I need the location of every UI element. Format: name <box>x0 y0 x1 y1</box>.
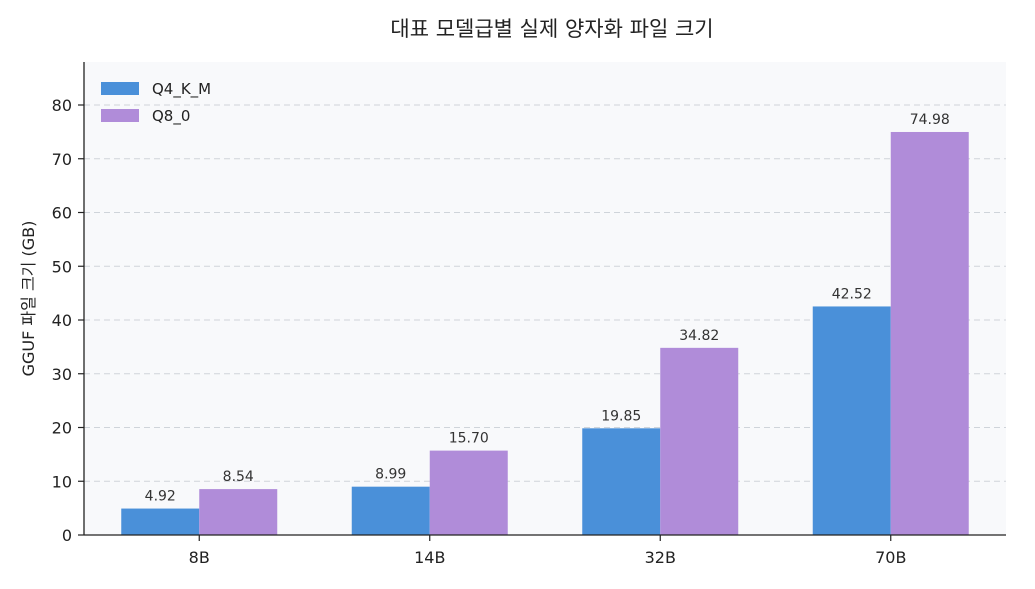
bar-q4-k-m-70b <box>812 306 891 535</box>
y-tick-label: 0 <box>62 526 72 545</box>
data-label: 15.70 <box>449 431 489 447</box>
data-labels: 4.92 8.54 8.99 15.70 19.85 34.82 42.52 74.98 <box>145 112 950 505</box>
bar-q8-0-14b <box>429 450 508 535</box>
y-tick-label: 40 <box>52 311 72 330</box>
y-tick-label: 60 <box>52 204 72 223</box>
y-tick-label: 30 <box>52 365 72 384</box>
data-label: 4.92 <box>145 489 176 505</box>
bar-q4-k-m-32b <box>582 428 661 535</box>
bars <box>121 131 969 536</box>
data-label: 74.98 <box>910 112 950 128</box>
bar-q4-k-m-14b <box>351 486 430 535</box>
x-tick-label: 70B <box>875 548 906 567</box>
x-tick-label: 14B <box>414 548 445 567</box>
x-tick-label: 32B <box>645 548 676 567</box>
y-tick-label: 10 <box>52 472 72 491</box>
y-tick-label: 80 <box>52 96 72 115</box>
y-tick-label: 20 <box>52 419 72 438</box>
legend-swatch <box>101 109 139 122</box>
legend-label: Q8_0 <box>152 107 190 126</box>
bar-q8-0-8b <box>199 489 278 535</box>
data-label: 34.82 <box>679 328 719 344</box>
y-tick-label: 70 <box>52 150 72 169</box>
bar-q8-0-32b <box>660 347 739 535</box>
bar-q8-0-70b <box>890 131 969 536</box>
legend: Q4_K_M Q8_0 <box>101 80 211 126</box>
y-axis-label: GGUF 파일 크기 (GB) <box>19 221 38 377</box>
legend-swatch <box>101 82 139 95</box>
data-label: 8.54 <box>223 469 254 485</box>
data-label: 42.52 <box>832 286 872 302</box>
x-tick-label: 8B <box>189 548 210 567</box>
bar-q4-k-m-8b <box>121 508 200 535</box>
axes: 0 10 20 30 40 50 60 70 80 8B 14B 32B 70B <box>52 62 1006 567</box>
data-label: 8.99 <box>375 467 406 483</box>
y-tick-label: 50 <box>52 257 72 276</box>
chart-title: 대표 모델급별 실제 양자화 파일 크기 <box>390 17 713 41</box>
legend-label: Q4_K_M <box>152 80 211 99</box>
grid-lines <box>84 104 1006 482</box>
data-label: 19.85 <box>601 408 641 424</box>
